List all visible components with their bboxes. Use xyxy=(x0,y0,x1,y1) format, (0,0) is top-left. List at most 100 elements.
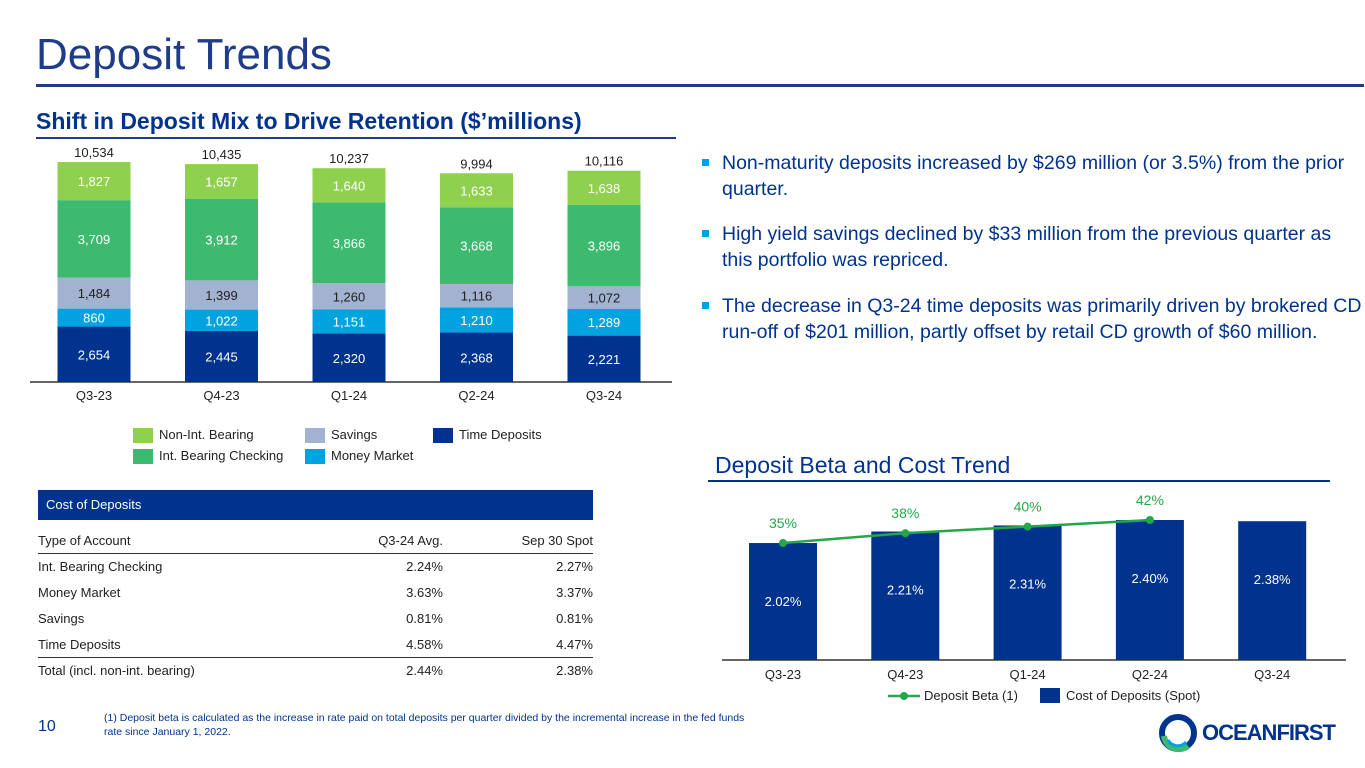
table-header-row: Type of Account Q3-24 Avg. Sep 30 Spot xyxy=(38,528,593,554)
bar-segment xyxy=(440,173,513,208)
bar-segment xyxy=(185,280,258,310)
data-label: 1,116 xyxy=(461,289,493,304)
legend-label: Non-Int. Bearing xyxy=(159,427,254,442)
x-tick-label: Q4-23 xyxy=(203,388,239,403)
cell: Savings xyxy=(38,611,85,626)
logo-text: OCEANFIRST xyxy=(1202,720,1336,745)
bar-segment xyxy=(567,170,641,205)
data-label: 1,289 xyxy=(588,315,621,330)
subtitle-divider xyxy=(36,137,676,139)
cost-label: 2.02% xyxy=(765,594,802,609)
beta-point xyxy=(779,539,787,547)
cost-label: 2.40% xyxy=(1131,571,1168,586)
legend-item: Time Deposits xyxy=(433,427,542,444)
total-label: 9,994 xyxy=(460,156,493,171)
x-tick-label: Q3-23 xyxy=(765,667,801,682)
beta-point xyxy=(901,529,910,538)
cell: 2.24% xyxy=(406,559,443,574)
data-label: 1,633 xyxy=(460,183,493,198)
column-header: Type of Account xyxy=(38,533,131,548)
bar-segment xyxy=(57,326,131,382)
total-label: 10,116 xyxy=(585,154,624,169)
bar-segment xyxy=(312,283,386,310)
cell: 4.47% xyxy=(556,637,593,652)
total-label: 10,435 xyxy=(202,147,242,162)
x-tick-label: Q1-24 xyxy=(1010,667,1046,682)
bullet-icon xyxy=(702,159,709,166)
cost-label: 2.38% xyxy=(1254,572,1291,587)
bar-segment xyxy=(440,207,513,284)
bar-segment xyxy=(57,162,131,201)
beta-legend: Deposit Beta (1) Cost of Deposits (Spot) xyxy=(888,688,1200,703)
beta-label: 35% xyxy=(769,515,797,531)
legend-swatch xyxy=(305,449,325,465)
data-label: 2,654 xyxy=(78,347,111,362)
data-label: 1,484 xyxy=(78,286,111,301)
data-label: 3,866 xyxy=(333,236,366,251)
x-tick-label: Q3-24 xyxy=(1254,667,1290,682)
bullet-text: The decrease in Q3-24 time deposits was … xyxy=(722,295,1362,343)
line-marker-icon xyxy=(888,691,920,700)
cell: 2.44% xyxy=(406,663,443,678)
bar-segment xyxy=(185,164,258,199)
legend-swatch xyxy=(1039,688,1060,703)
beta-point xyxy=(1145,516,1154,524)
data-label: 1,638 xyxy=(588,181,621,196)
bar-segment xyxy=(312,309,386,334)
legend-swatch xyxy=(133,428,153,444)
data-label: 2,221 xyxy=(588,352,621,367)
oceanfirst-logo: OCEANFIRST xyxy=(1158,712,1336,754)
cost-bar xyxy=(1115,520,1184,660)
page-number: 10 xyxy=(38,718,56,735)
table-title: Cost of Deposits xyxy=(38,490,593,520)
table-row: Savings 0.81% 0.81% xyxy=(38,606,593,632)
legend-label: Money Market xyxy=(331,448,414,464)
table-row-total: Total (incl. non-int. bearing) 2.44% 2.38% xyxy=(38,658,593,684)
bar-segment xyxy=(312,333,386,382)
cell: 2.27% xyxy=(556,559,593,574)
table-row: Time Deposits 4.58% 4.47% xyxy=(38,632,593,658)
beta-label: 42% xyxy=(1136,492,1164,508)
data-label: 1,827 xyxy=(78,174,111,189)
data-label: 3,668 xyxy=(460,239,493,254)
x-tick-label: Q2-24 xyxy=(458,388,494,403)
bar-segment xyxy=(312,202,386,284)
cell: Total (incl. non-int. bearing) xyxy=(38,663,195,678)
legend-swatch xyxy=(133,449,153,465)
table-row: Int. Bearing Checking 2.24% 2.27% xyxy=(38,554,593,580)
x-tick-label: Q3-23 xyxy=(76,388,112,403)
bar-segment xyxy=(567,204,641,287)
data-label: 860 xyxy=(83,311,105,326)
chart-subtitle: Shift in Deposit Mix to Drive Retention … xyxy=(36,108,582,134)
bullet-text: High yield savings declined by $33 milli… xyxy=(722,223,1332,271)
bullet-item: High yield savings declined by $33 milli… xyxy=(700,221,1362,273)
cell: 0.81% xyxy=(406,611,443,626)
beta-label: 40% xyxy=(1014,499,1042,515)
column-header: Q3-24 Avg. xyxy=(378,533,443,548)
table-row: Money Market 3.63% 3.37% xyxy=(38,580,593,606)
chart-legend: Non-Int. Bearing Savings Time Deposits I… xyxy=(133,427,542,465)
legend-label: Cost of Deposits (Spot) xyxy=(1065,688,1201,703)
legend-item: Money Market xyxy=(305,448,414,465)
bar-segment xyxy=(440,307,513,333)
bullet-text: Non-maturity deposits increased by $269 … xyxy=(722,152,1345,200)
bar-segment xyxy=(567,335,641,382)
data-label: 3,912 xyxy=(205,233,238,248)
legend-item: Int. Bearing Checking xyxy=(133,448,305,465)
deposit-mix-chart: 2,654 860 1,484 3,709 1,827 10,534 Q3-23 2,445 1… xyxy=(30,145,672,403)
legend-label: Time Deposits xyxy=(459,427,542,442)
cost-label: 2.21% xyxy=(887,583,924,598)
data-label: 3,896 xyxy=(588,239,621,254)
cost-bar xyxy=(871,531,940,660)
bar-segment xyxy=(440,332,513,382)
cost-bar xyxy=(1238,521,1307,660)
page-title: Deposit Trends xyxy=(36,30,332,79)
bullet-icon xyxy=(702,302,709,309)
x-tick-label: Q3-24 xyxy=(586,388,622,403)
logo-mark-icon xyxy=(1159,714,1197,753)
title-divider xyxy=(36,84,1364,87)
bar-segment xyxy=(185,309,258,331)
cost-label: 2.31% xyxy=(1009,576,1046,591)
bar-segment xyxy=(567,286,641,309)
cell: Int. Bearing Checking xyxy=(38,559,163,574)
